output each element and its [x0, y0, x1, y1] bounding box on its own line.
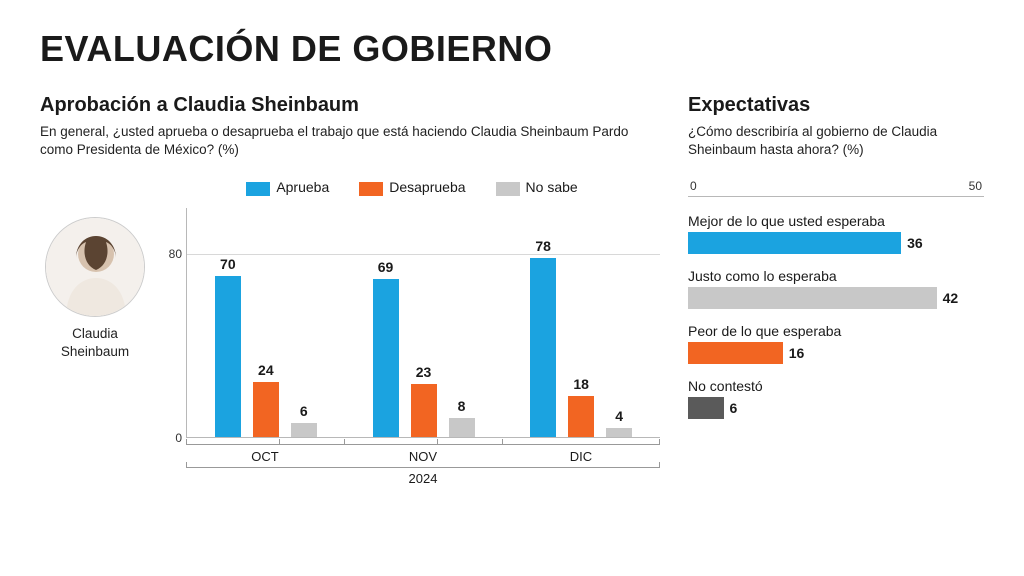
hbar-value-label: 16 [789, 345, 805, 361]
bar-group: 78 18 4 [502, 208, 660, 437]
bar-approve: 78 [530, 258, 556, 437]
approval-chart: Aprueba Desaprueba No sabe 80 0 70246692… [164, 179, 660, 485]
approval-panel: Aprobación a Claudia Sheinbaum En genera… [40, 94, 660, 486]
x-tick-label: NOV [344, 444, 502, 464]
bar-dontknow: 6 [291, 423, 317, 437]
approval-question: En general, ¿usted aprueba o desaprueba … [40, 123, 660, 159]
legend-dontknow-swatch [496, 182, 520, 196]
hbar-label: No contestó [688, 378, 984, 394]
expectations-section-title: Expectativas [688, 94, 984, 117]
expectations-question: ¿Cómo describiría al gobierno de Claudia… [688, 123, 984, 159]
bar-value-label: 70 [220, 256, 236, 272]
hbar-label: Peor de lo que esperaba [688, 323, 984, 339]
bar-group: 70246 [187, 208, 345, 437]
x-axis: OCTNOVDIC 2024 [186, 444, 660, 486]
y-tick-80: 80 [169, 247, 182, 261]
bar-disapprove: 18 [568, 396, 594, 437]
hbar-xtick-50: 50 [969, 179, 982, 193]
avatar-name: Claudia Sheinbaum [40, 325, 150, 360]
approval-legend: Aprueba Desaprueba No sabe [164, 179, 660, 195]
x-tick-label: OCT [186, 444, 344, 464]
legend-approve: Aprueba [246, 179, 329, 195]
legend-approve-swatch [246, 182, 270, 196]
columns: Aprobación a Claudia Sheinbaum En genera… [40, 94, 984, 486]
bar-value-label: 78 [535, 238, 551, 254]
expectations-panel: Expectativas ¿Cómo describiría al gobier… [688, 94, 984, 486]
y-tick-0: 0 [175, 431, 182, 445]
hbar-value-label: 6 [730, 400, 738, 416]
approval-section-title: Aprobación a Claudia Sheinbaum [40, 94, 660, 117]
bar-value-label: 69 [378, 259, 394, 275]
bar-approve: 69 [373, 279, 399, 437]
portrait-block: Claudia Sheinbaum [40, 179, 150, 485]
year-label: 2024 [186, 467, 660, 486]
hbar-label: Justo como lo esperaba [688, 268, 984, 284]
hbar-x-axis: 0 50 [688, 179, 984, 197]
hbar-row: No contestó 6 [688, 378, 984, 419]
bar-disapprove: 24 [253, 382, 279, 437]
hbar-value-label: 42 [943, 290, 959, 306]
bar-dontknow: 8 [449, 418, 475, 436]
bar-approve: 70 [215, 276, 241, 436]
bar-value-label: 4 [615, 408, 623, 424]
bar-group: 69238 [345, 208, 503, 437]
bar-disapprove: 23 [411, 384, 437, 437]
legend-dontknow: No sabe [496, 179, 578, 195]
hbar [688, 287, 937, 309]
hbar-row: Mejor de lo que usted esperaba 36 [688, 213, 984, 254]
bar-value-label: 6 [300, 403, 308, 419]
y-axis: 80 0 [164, 208, 186, 438]
hbar-row: Justo como lo esperaba 42 [688, 268, 984, 309]
bar-value-label: 24 [258, 362, 274, 378]
bar-value-label: 23 [416, 364, 432, 380]
hbar-xtick-0: 0 [690, 179, 697, 193]
bar-value-label: 8 [458, 398, 466, 414]
approval-barchart: 80 0 702466923878184 [186, 208, 660, 438]
bar-dontknow: 4 [606, 428, 632, 437]
plot-area: 702466923878184 [186, 208, 660, 438]
hbar-row: Peor de lo que esperaba 16 [688, 323, 984, 364]
hbar [688, 342, 783, 364]
hbar [688, 397, 724, 419]
bar-value-label: 18 [573, 376, 589, 392]
avatar [45, 217, 145, 317]
hbar [688, 232, 901, 254]
main-title: EVALUACIÓN DE GOBIERNO [40, 28, 984, 70]
avatar-silhouette-icon [46, 218, 145, 317]
legend-disapprove: Desaprueba [359, 179, 465, 195]
x-tick-label: DIC [502, 444, 660, 464]
hbar-value-label: 36 [907, 235, 923, 251]
hbar-label: Mejor de lo que usted esperaba [688, 213, 984, 229]
legend-disapprove-swatch [359, 182, 383, 196]
